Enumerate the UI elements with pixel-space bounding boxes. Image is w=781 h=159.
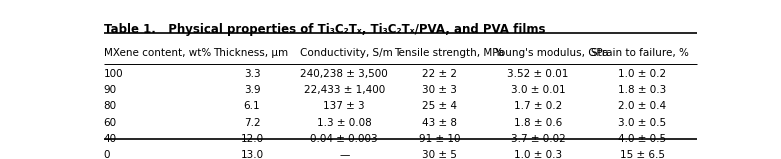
- Text: 3.9: 3.9: [244, 85, 260, 95]
- Text: Thickness, μm: Thickness, μm: [212, 48, 287, 59]
- Text: 1.0 ± 0.2: 1.0 ± 0.2: [619, 69, 666, 79]
- Text: 40: 40: [104, 134, 117, 144]
- Text: 30 ± 5: 30 ± 5: [423, 150, 457, 159]
- Text: 15 ± 6.5: 15 ± 6.5: [620, 150, 665, 159]
- Text: 60: 60: [104, 118, 117, 128]
- Text: 137 ± 3: 137 ± 3: [323, 101, 365, 111]
- Text: Table 1.   Physical properties of Ti₃C₂Tₓ, Ti₃C₂Tₓ/PVA, and PVA films: Table 1. Physical properties of Ti₃C₂Tₓ,…: [104, 23, 545, 36]
- Text: 2.0 ± 0.4: 2.0 ± 0.4: [619, 101, 666, 111]
- Text: 13.0: 13.0: [241, 150, 263, 159]
- Text: 1.8 ± 0.6: 1.8 ± 0.6: [514, 118, 562, 128]
- Text: 1.0 ± 0.3: 1.0 ± 0.3: [514, 150, 562, 159]
- Text: —: —: [339, 150, 349, 159]
- Text: 80: 80: [104, 101, 117, 111]
- Text: 22 ± 2: 22 ± 2: [422, 69, 457, 79]
- Text: 0.04 ± 0.003: 0.04 ± 0.003: [311, 134, 378, 144]
- Text: 3.0 ± 0.01: 3.0 ± 0.01: [511, 85, 565, 95]
- Text: Conductivity, S/m: Conductivity, S/m: [301, 48, 393, 59]
- Text: 90: 90: [104, 85, 117, 95]
- Text: Tensile strength, MPa: Tensile strength, MPa: [394, 48, 505, 59]
- Text: 1.7 ± 0.2: 1.7 ± 0.2: [514, 101, 562, 111]
- Text: 0: 0: [104, 150, 110, 159]
- Text: 4.0 ± 0.5: 4.0 ± 0.5: [619, 134, 666, 144]
- Text: 3.7 ± 0.02: 3.7 ± 0.02: [511, 134, 565, 144]
- Text: 1.3 ± 0.08: 1.3 ± 0.08: [317, 118, 372, 128]
- Text: 100: 100: [104, 69, 123, 79]
- Text: Strain to failure, %: Strain to failure, %: [591, 48, 689, 59]
- Text: 3.3: 3.3: [244, 69, 260, 79]
- Text: 1.8 ± 0.3: 1.8 ± 0.3: [619, 85, 666, 95]
- Text: 6.1: 6.1: [244, 101, 260, 111]
- Text: 30 ± 3: 30 ± 3: [423, 85, 457, 95]
- Text: 3.0 ± 0.5: 3.0 ± 0.5: [619, 118, 666, 128]
- Text: 7.2: 7.2: [244, 118, 260, 128]
- Text: 240,238 ± 3,500: 240,238 ± 3,500: [301, 69, 388, 79]
- Text: 91 ± 10: 91 ± 10: [419, 134, 460, 144]
- Text: 12.0: 12.0: [241, 134, 263, 144]
- Text: MXene content, wt%: MXene content, wt%: [104, 48, 211, 59]
- Text: 3.52 ± 0.01: 3.52 ± 0.01: [508, 69, 569, 79]
- Text: 25 ± 4: 25 ± 4: [422, 101, 457, 111]
- Text: Young's modulus, GPa: Young's modulus, GPa: [494, 48, 608, 59]
- Text: 22,433 ± 1,400: 22,433 ± 1,400: [304, 85, 385, 95]
- Text: 43 ± 8: 43 ± 8: [422, 118, 457, 128]
